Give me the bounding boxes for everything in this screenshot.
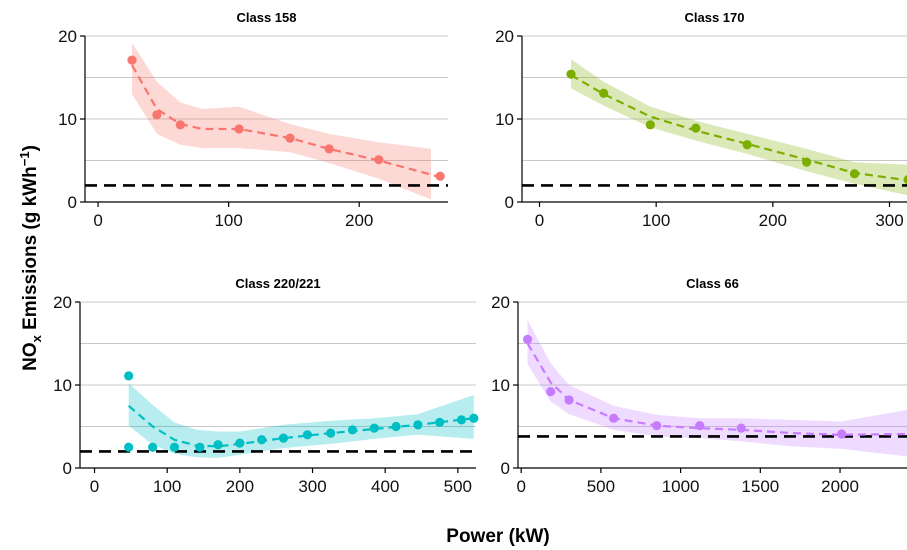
- data-point: [324, 144, 334, 154]
- confidence-band: [132, 42, 431, 200]
- y-tick-label: 10: [491, 376, 510, 395]
- data-point: [127, 55, 137, 65]
- x-tick-label: 200: [759, 211, 787, 230]
- x-tick-label: 100: [214, 211, 242, 230]
- x-tick-label: 200: [226, 477, 254, 496]
- y-tick-label: 0: [505, 193, 514, 212]
- data-point: [456, 415, 467, 425]
- x-tick-label: 500: [587, 477, 615, 496]
- data-point: [435, 417, 445, 427]
- data-point: [837, 429, 847, 439]
- data-point: [849, 169, 860, 179]
- data-point: [234, 124, 244, 134]
- data-point: [413, 420, 423, 430]
- data-point: [435, 171, 445, 181]
- data-point: [609, 413, 619, 423]
- x-tick-label: 1500: [741, 477, 779, 496]
- panel-title: Class 220/221: [235, 276, 320, 291]
- y-tick-label: 10: [58, 110, 77, 129]
- panel-4: 0 10 20 0 500 1000 1500 2000 Class 66: [491, 276, 907, 496]
- data-point: [802, 157, 812, 167]
- data-point: [213, 440, 223, 450]
- data-point: [278, 433, 289, 443]
- x-tick-label: 0: [90, 477, 99, 496]
- data-point: [469, 413, 479, 423]
- x-tick-label: 0: [93, 211, 102, 230]
- data-point: [169, 442, 180, 452]
- x-tick-label: 0: [535, 211, 544, 230]
- data-point: [195, 442, 205, 452]
- x-tick-label: 100: [153, 477, 181, 496]
- data-point: [257, 435, 267, 445]
- data-point: [347, 425, 358, 435]
- data-point: [285, 133, 295, 143]
- data-point: [903, 175, 907, 185]
- x-tick-label: 500: [444, 477, 472, 496]
- data-point: [124, 442, 134, 452]
- data-point: [235, 438, 245, 448]
- panel-title: Class 170: [685, 10, 745, 25]
- data-point: [691, 123, 701, 133]
- y-axis-label: NOx Emissions (g kWh−1): [17, 145, 44, 371]
- y-tick-label: 20: [53, 293, 72, 312]
- x-tick-label: 300: [298, 477, 326, 496]
- x-tick-label: 200: [345, 211, 373, 230]
- y-tick-label: 10: [53, 376, 72, 395]
- y-tick-label: 0: [63, 459, 72, 478]
- data-point: [645, 120, 655, 130]
- data-point: [391, 421, 401, 432]
- x-tick-label: 400: [371, 477, 399, 496]
- y-tick-label: 20: [491, 293, 510, 312]
- x-tick-label: 100: [642, 211, 670, 230]
- data-point: [736, 423, 746, 433]
- data-point: [148, 442, 158, 452]
- data-point: [124, 371, 134, 381]
- fit-line: [570, 74, 907, 182]
- x-axis-label: Power (kW): [446, 526, 549, 547]
- data-point: [695, 421, 705, 431]
- x-tick-label: 0: [516, 477, 525, 496]
- data-point: [652, 421, 662, 431]
- y-tick-label: 0: [501, 459, 510, 478]
- panel-title: Class 158: [237, 10, 297, 25]
- data-point: [326, 428, 336, 438]
- data-point: [742, 140, 752, 150]
- y-tick-label: 20: [58, 27, 77, 46]
- y-tick-label: 20: [495, 27, 514, 46]
- data-point: [302, 430, 313, 440]
- data-point: [374, 155, 384, 165]
- data-point: [599, 88, 609, 98]
- confidence-band: [571, 59, 907, 196]
- data-point: [546, 387, 556, 397]
- data-point: [152, 110, 162, 120]
- data-point: [522, 334, 533, 344]
- x-tick-label: 1000: [662, 477, 700, 496]
- panel-title: Class 66: [686, 276, 739, 291]
- x-tick-label: 2000: [821, 477, 859, 496]
- confidence-band: [128, 383, 474, 458]
- data-point: [369, 423, 379, 433]
- data-point: [566, 69, 576, 79]
- data-point: [564, 395, 574, 405]
- confidence-band: [527, 320, 907, 457]
- fit-line: [526, 342, 907, 436]
- data-point: [175, 120, 185, 130]
- y-tick-label: 0: [68, 193, 77, 212]
- x-tick-label: 300: [875, 211, 903, 230]
- y-tick-label: 10: [495, 110, 514, 129]
